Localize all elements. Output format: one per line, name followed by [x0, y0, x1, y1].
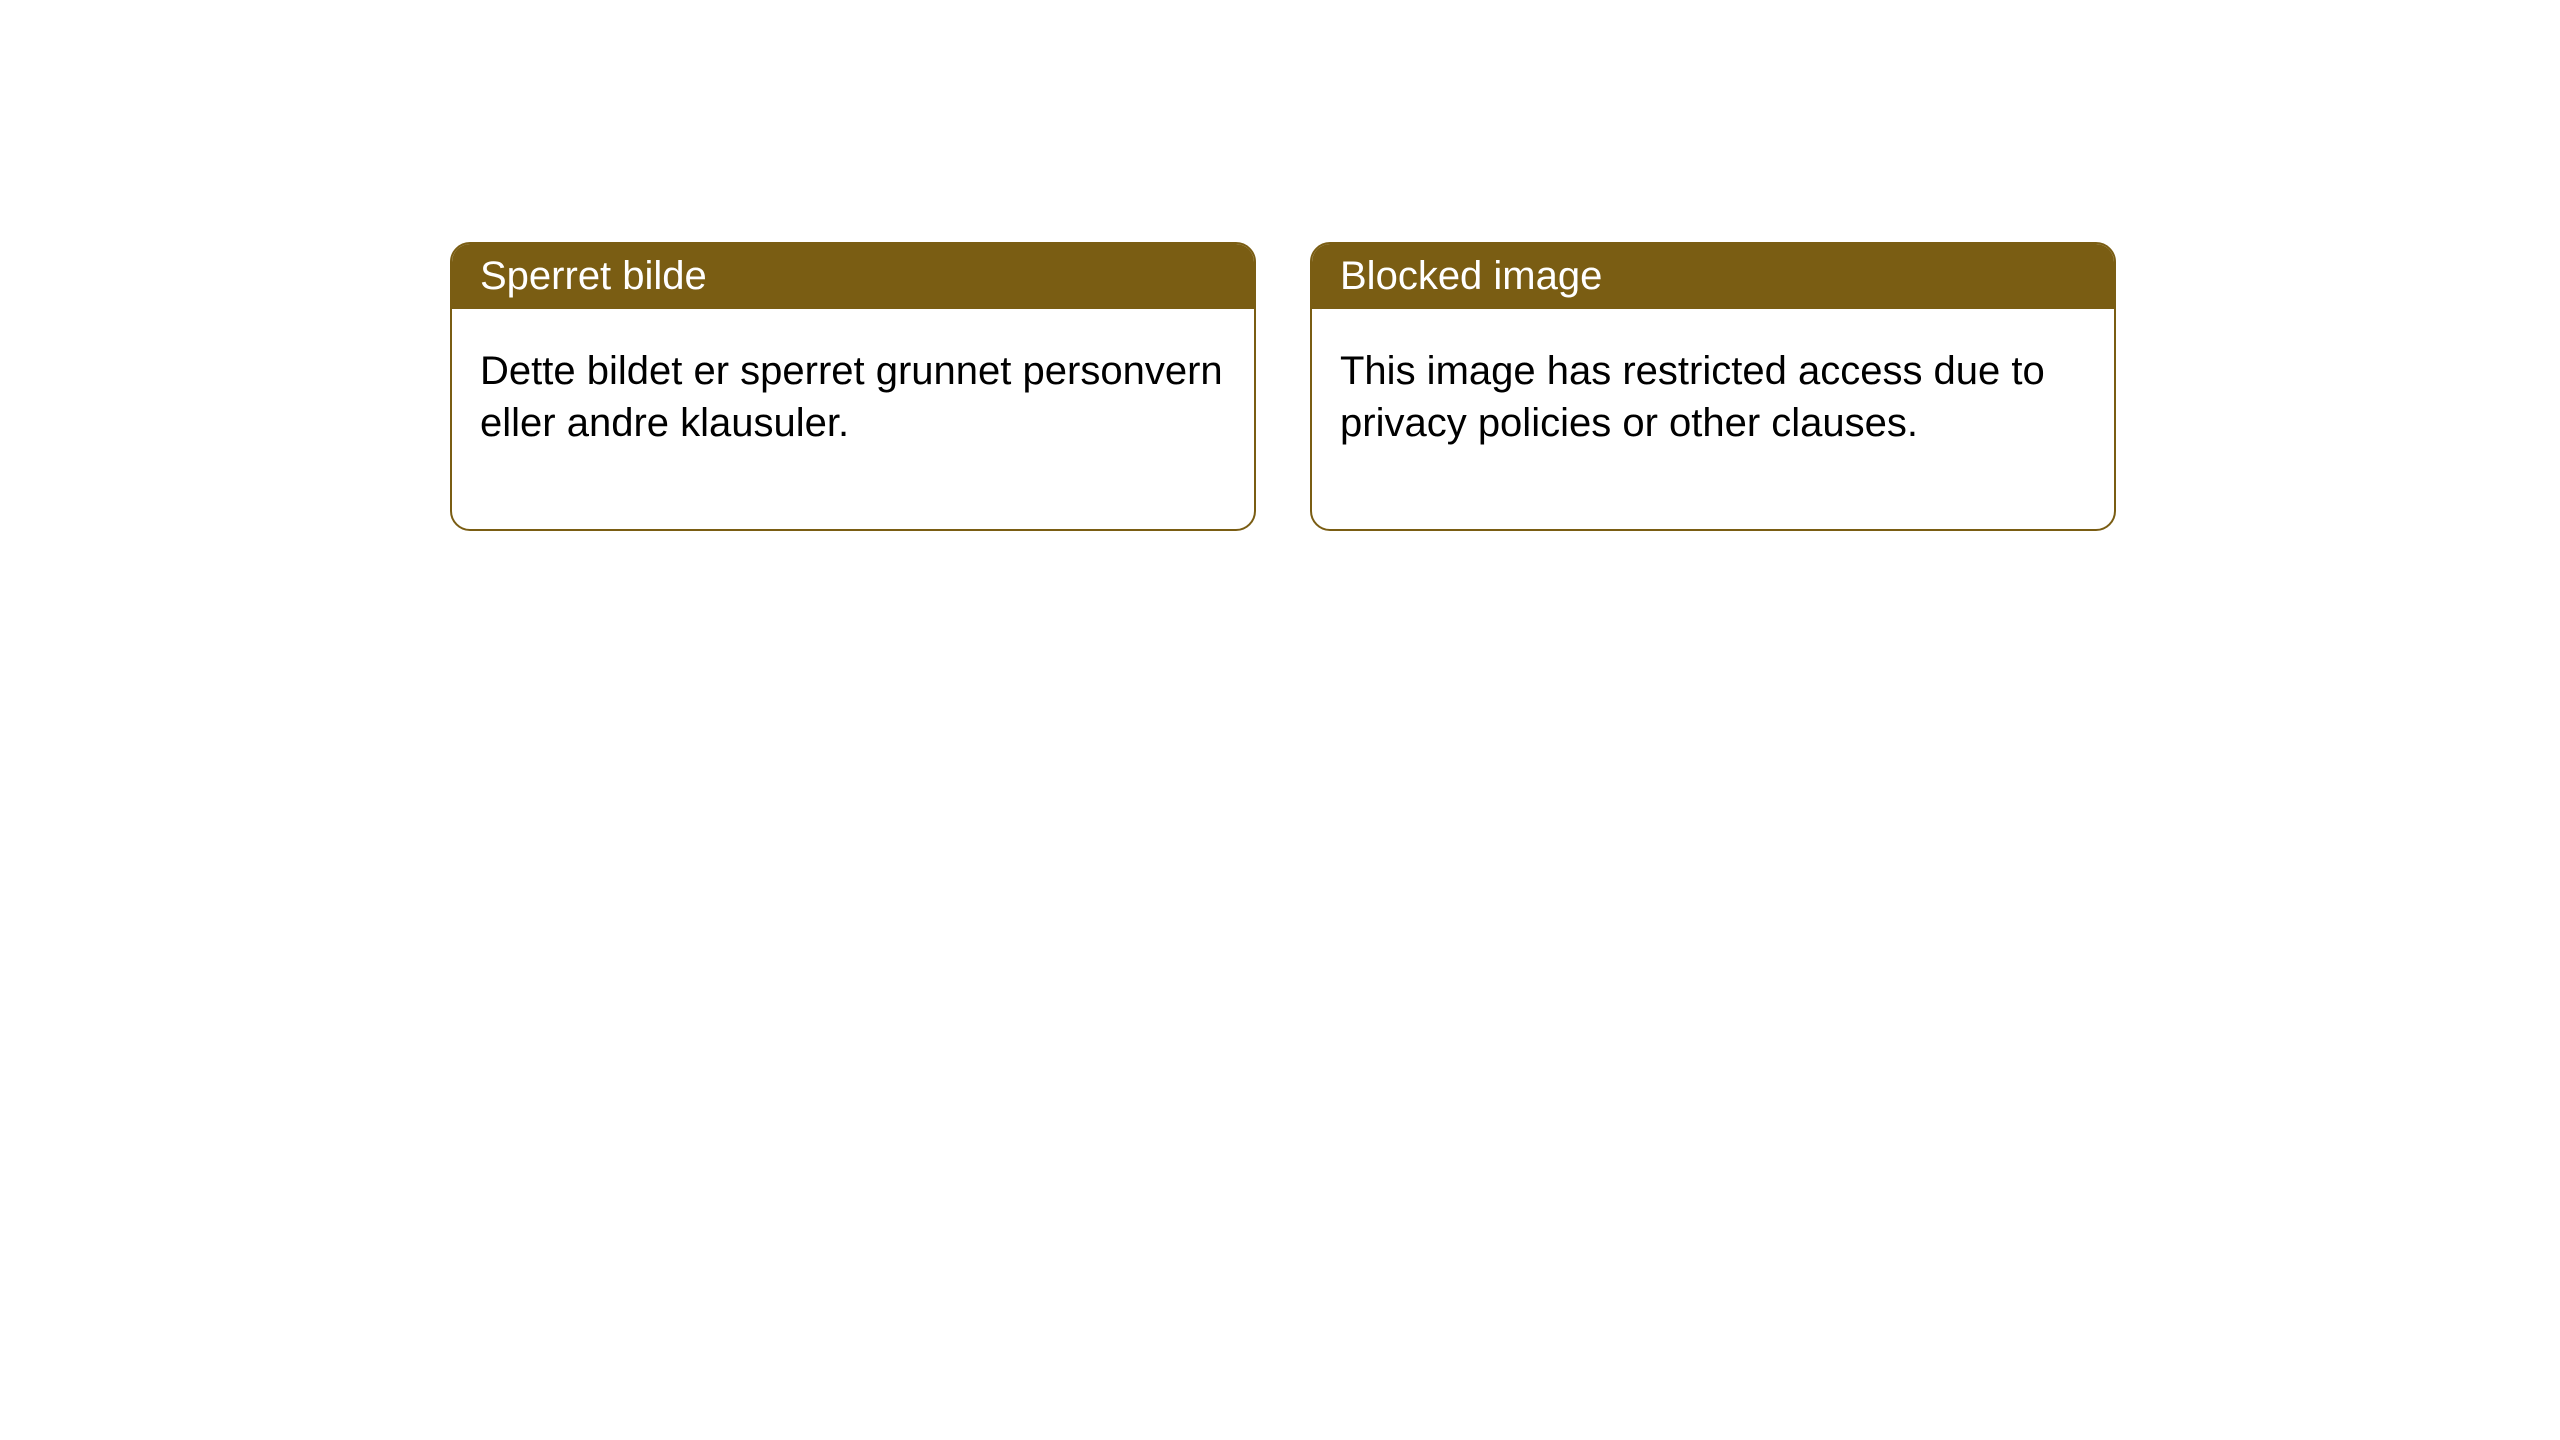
notice-card-english: Blocked image This image has restricted … — [1310, 242, 2116, 531]
card-header: Blocked image — [1312, 244, 2114, 309]
card-header: Sperret bilde — [452, 244, 1254, 309]
card-body: This image has restricted access due to … — [1312, 309, 2114, 529]
card-body-text: Dette bildet er sperret grunnet personve… — [480, 349, 1223, 445]
card-body-text: This image has restricted access due to … — [1340, 349, 2045, 445]
card-title: Blocked image — [1340, 254, 1602, 298]
notice-card-norwegian: Sperret bilde Dette bildet er sperret gr… — [450, 242, 1256, 531]
card-body: Dette bildet er sperret grunnet personve… — [452, 309, 1254, 529]
card-title: Sperret bilde — [480, 254, 707, 298]
cards-container: Sperret bilde Dette bildet er sperret gr… — [0, 0, 2560, 531]
